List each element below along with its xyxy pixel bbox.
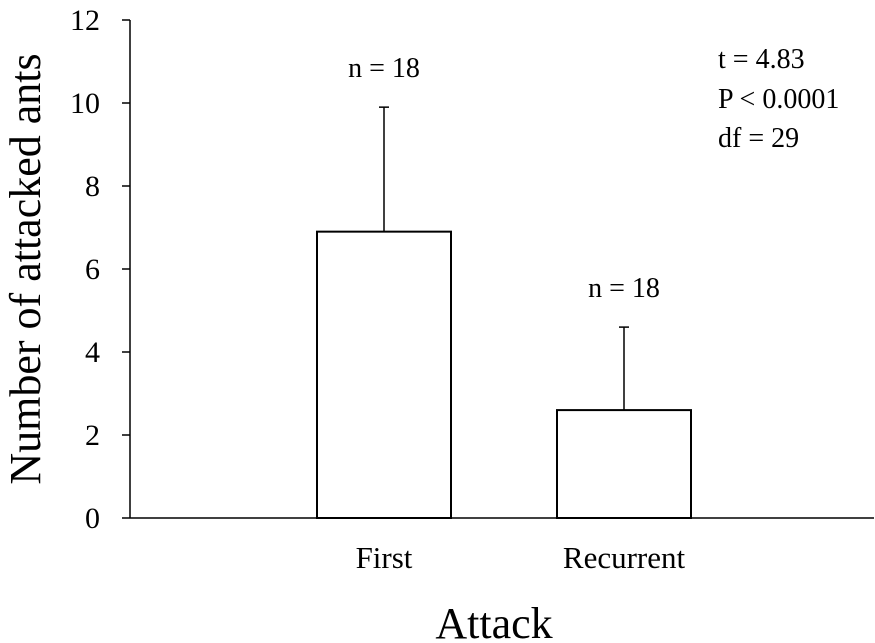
y-axis-title: Number of attacked ants [1, 53, 50, 484]
x-tick-label: Recurrent [563, 540, 686, 575]
y-tick-label: 12 [70, 4, 100, 37]
x-tick-label: First [356, 540, 413, 575]
stat-p: P < 0.0001 [718, 84, 839, 115]
stat-df: df = 29 [718, 123, 799, 154]
sample-size-label: n = 18 [348, 53, 420, 84]
y-tick-label: 6 [85, 253, 100, 286]
bars: n = 18 n = 18 [316, 53, 692, 520]
stat-t: t = 4.83 [718, 44, 805, 75]
y-ticks: 0 2 4 6 8 10 12 [70, 4, 130, 535]
category-labels: First Recurrent [356, 540, 686, 575]
stats-annotation: t = 4.83 P < 0.0001 df = 29 [718, 44, 839, 154]
y-tick-label: 2 [85, 419, 100, 452]
bar-recurrent [556, 409, 692, 520]
y-tick-label: 10 [70, 87, 100, 120]
sample-size-label: n = 18 [588, 273, 660, 304]
y-tick-label: 8 [85, 170, 100, 203]
x-axis-title: Attack [435, 599, 552, 643]
bar-first [316, 230, 452, 519]
y-tick-label: 4 [85, 336, 100, 369]
y-tick-label: 0 [85, 502, 100, 535]
